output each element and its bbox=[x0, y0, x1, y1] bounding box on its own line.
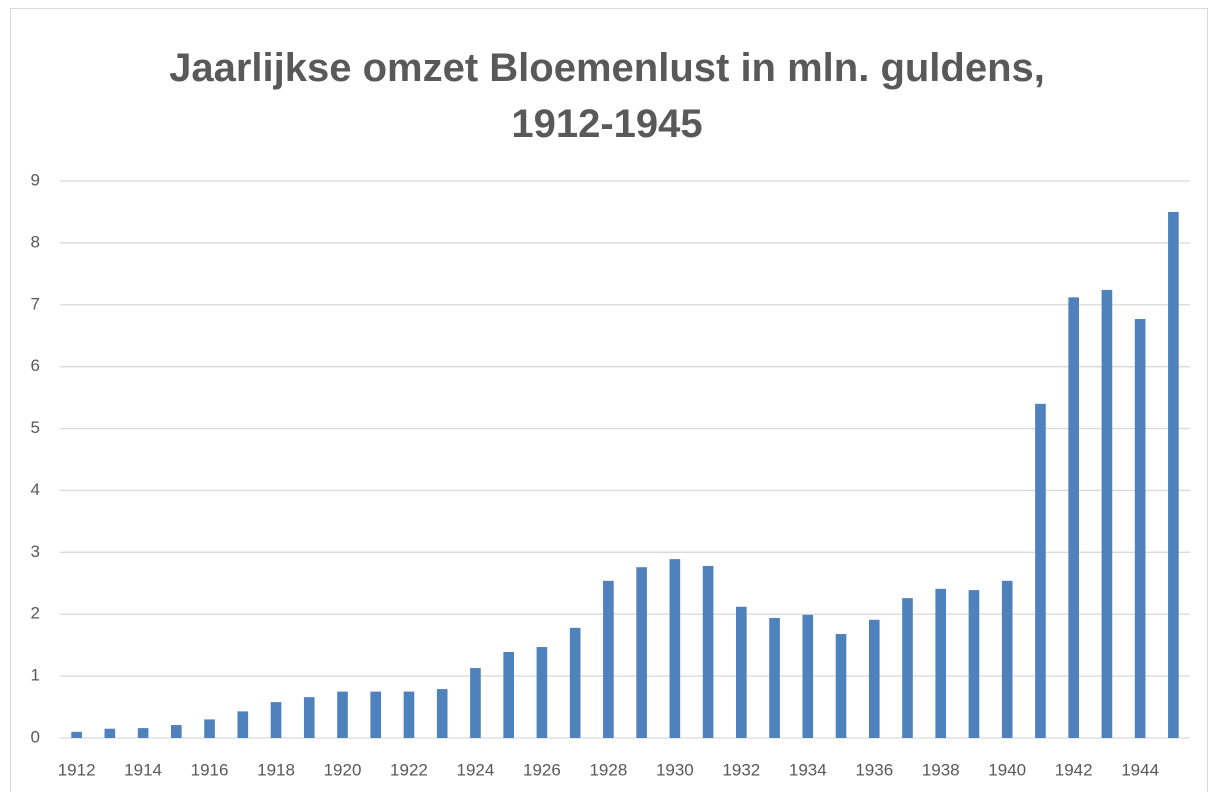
x-tick-label: 1926 bbox=[523, 760, 561, 779]
bar bbox=[935, 588, 947, 738]
bar bbox=[868, 619, 880, 738]
y-tick-label: 7 bbox=[31, 294, 40, 313]
bar bbox=[702, 565, 714, 738]
x-tick-label: 1938 bbox=[922, 760, 960, 779]
x-tick-label: 1944 bbox=[1121, 760, 1159, 779]
bar bbox=[104, 728, 116, 738]
bar bbox=[536, 647, 548, 738]
x-tick-label: 1942 bbox=[1055, 760, 1093, 779]
bar bbox=[636, 567, 647, 738]
bar bbox=[303, 697, 315, 738]
chart-title: Jaarlijkse omzet Bloemenlust in mln. gul… bbox=[169, 46, 1045, 146]
x-tick-label: 1916 bbox=[191, 760, 229, 779]
bar bbox=[403, 691, 415, 738]
y-tick-label: 1 bbox=[31, 666, 40, 685]
y-tick-label: 3 bbox=[31, 542, 40, 561]
bar bbox=[669, 559, 681, 738]
bar bbox=[171, 725, 182, 738]
bar bbox=[503, 651, 514, 738]
bar bbox=[835, 634, 847, 738]
bar bbox=[968, 590, 980, 738]
bar bbox=[204, 719, 215, 738]
bar bbox=[1101, 289, 1113, 738]
bar bbox=[370, 691, 382, 738]
x-tick-label: 1920 bbox=[324, 760, 362, 779]
bar bbox=[237, 711, 249, 738]
x-tick-label: 1936 bbox=[855, 760, 893, 779]
bar bbox=[769, 617, 780, 738]
x-tick-label: 1932 bbox=[722, 760, 760, 779]
bar bbox=[1134, 319, 1146, 738]
y-tick-label: 9 bbox=[31, 170, 40, 189]
bar bbox=[270, 702, 282, 738]
y-tick-label: 6 bbox=[31, 356, 40, 375]
x-tick-label: 1940 bbox=[988, 760, 1026, 779]
x-tick-label: 1912 bbox=[58, 760, 96, 779]
y-tick-label: 8 bbox=[31, 232, 40, 251]
bar bbox=[137, 728, 149, 738]
bar bbox=[1168, 211, 1179, 738]
bar bbox=[436, 689, 448, 738]
x-tick-label: 1918 bbox=[257, 760, 295, 779]
x-tick-label: 1922 bbox=[390, 760, 428, 779]
x-tick-label: 1914 bbox=[124, 760, 162, 779]
bar bbox=[1035, 403, 1046, 738]
bar bbox=[470, 668, 481, 738]
y-tick-label: 4 bbox=[31, 480, 40, 499]
bar bbox=[1001, 580, 1013, 738]
x-tick-label: 1928 bbox=[589, 760, 627, 779]
bar bbox=[337, 691, 348, 738]
bar bbox=[902, 598, 913, 738]
bar bbox=[569, 627, 581, 738]
y-tick-label: 5 bbox=[31, 418, 40, 437]
y-tick-label: 0 bbox=[31, 727, 40, 746]
chart-frame bbox=[10, 8, 1208, 792]
bar bbox=[603, 580, 614, 738]
bar bbox=[802, 614, 814, 738]
y-tick-label: 2 bbox=[31, 604, 40, 623]
bar bbox=[736, 606, 747, 738]
x-tick-label: 1924 bbox=[457, 760, 495, 779]
x-tick-label: 1934 bbox=[789, 760, 827, 779]
x-tick-label: 1930 bbox=[656, 760, 694, 779]
bar bbox=[71, 731, 82, 738]
bar bbox=[1068, 297, 1079, 738]
